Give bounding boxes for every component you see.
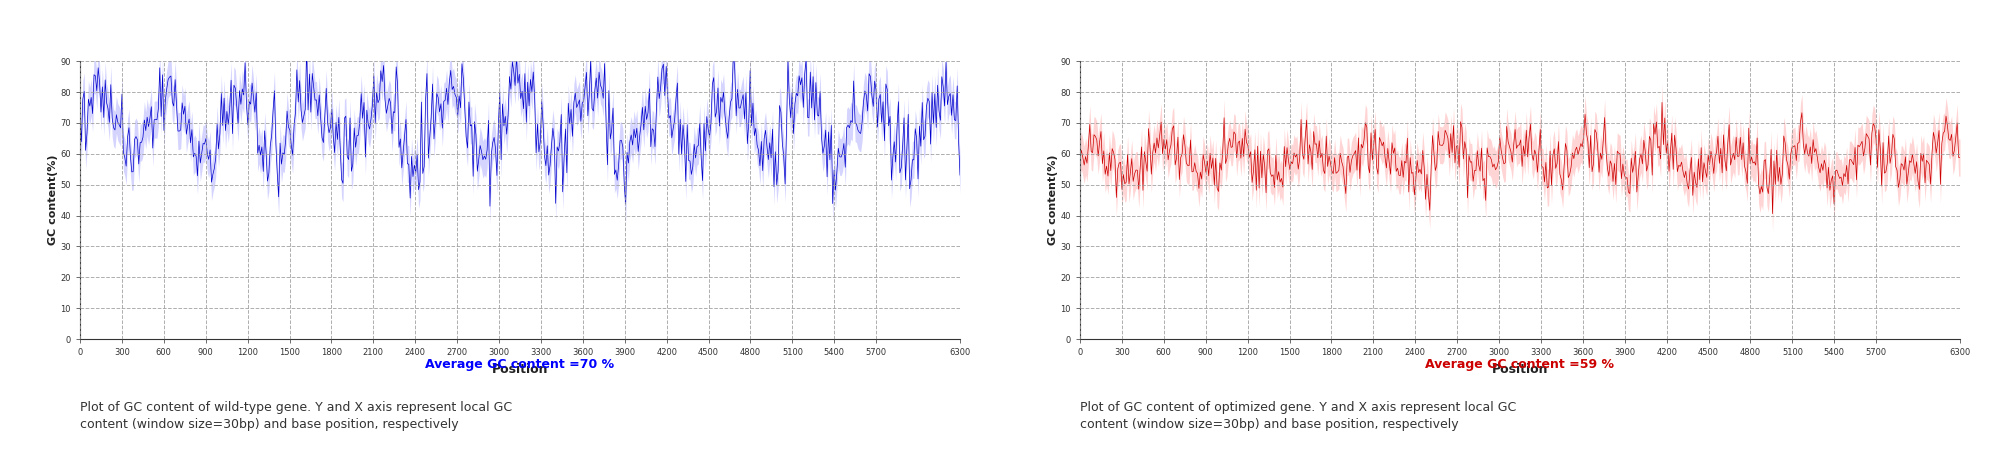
Y-axis label: GC content(%): GC content(%) xyxy=(48,155,58,245)
Text: Average GC content =70 %: Average GC content =70 % xyxy=(426,358,614,371)
X-axis label: Position: Position xyxy=(492,363,548,376)
Y-axis label: GC content(%): GC content(%) xyxy=(1048,155,1058,245)
X-axis label: Position: Position xyxy=(1492,363,1548,376)
Text: Plot of GC content of optimized gene. Y and X axis represent local GC
content (w: Plot of GC content of optimized gene. Y … xyxy=(1080,401,1516,431)
Text: Plot of GC content of wild-type gene. Y and X axis represent local GC
content (w: Plot of GC content of wild-type gene. Y … xyxy=(80,401,512,431)
Text: Average GC content =59 %: Average GC content =59 % xyxy=(1426,358,1614,371)
